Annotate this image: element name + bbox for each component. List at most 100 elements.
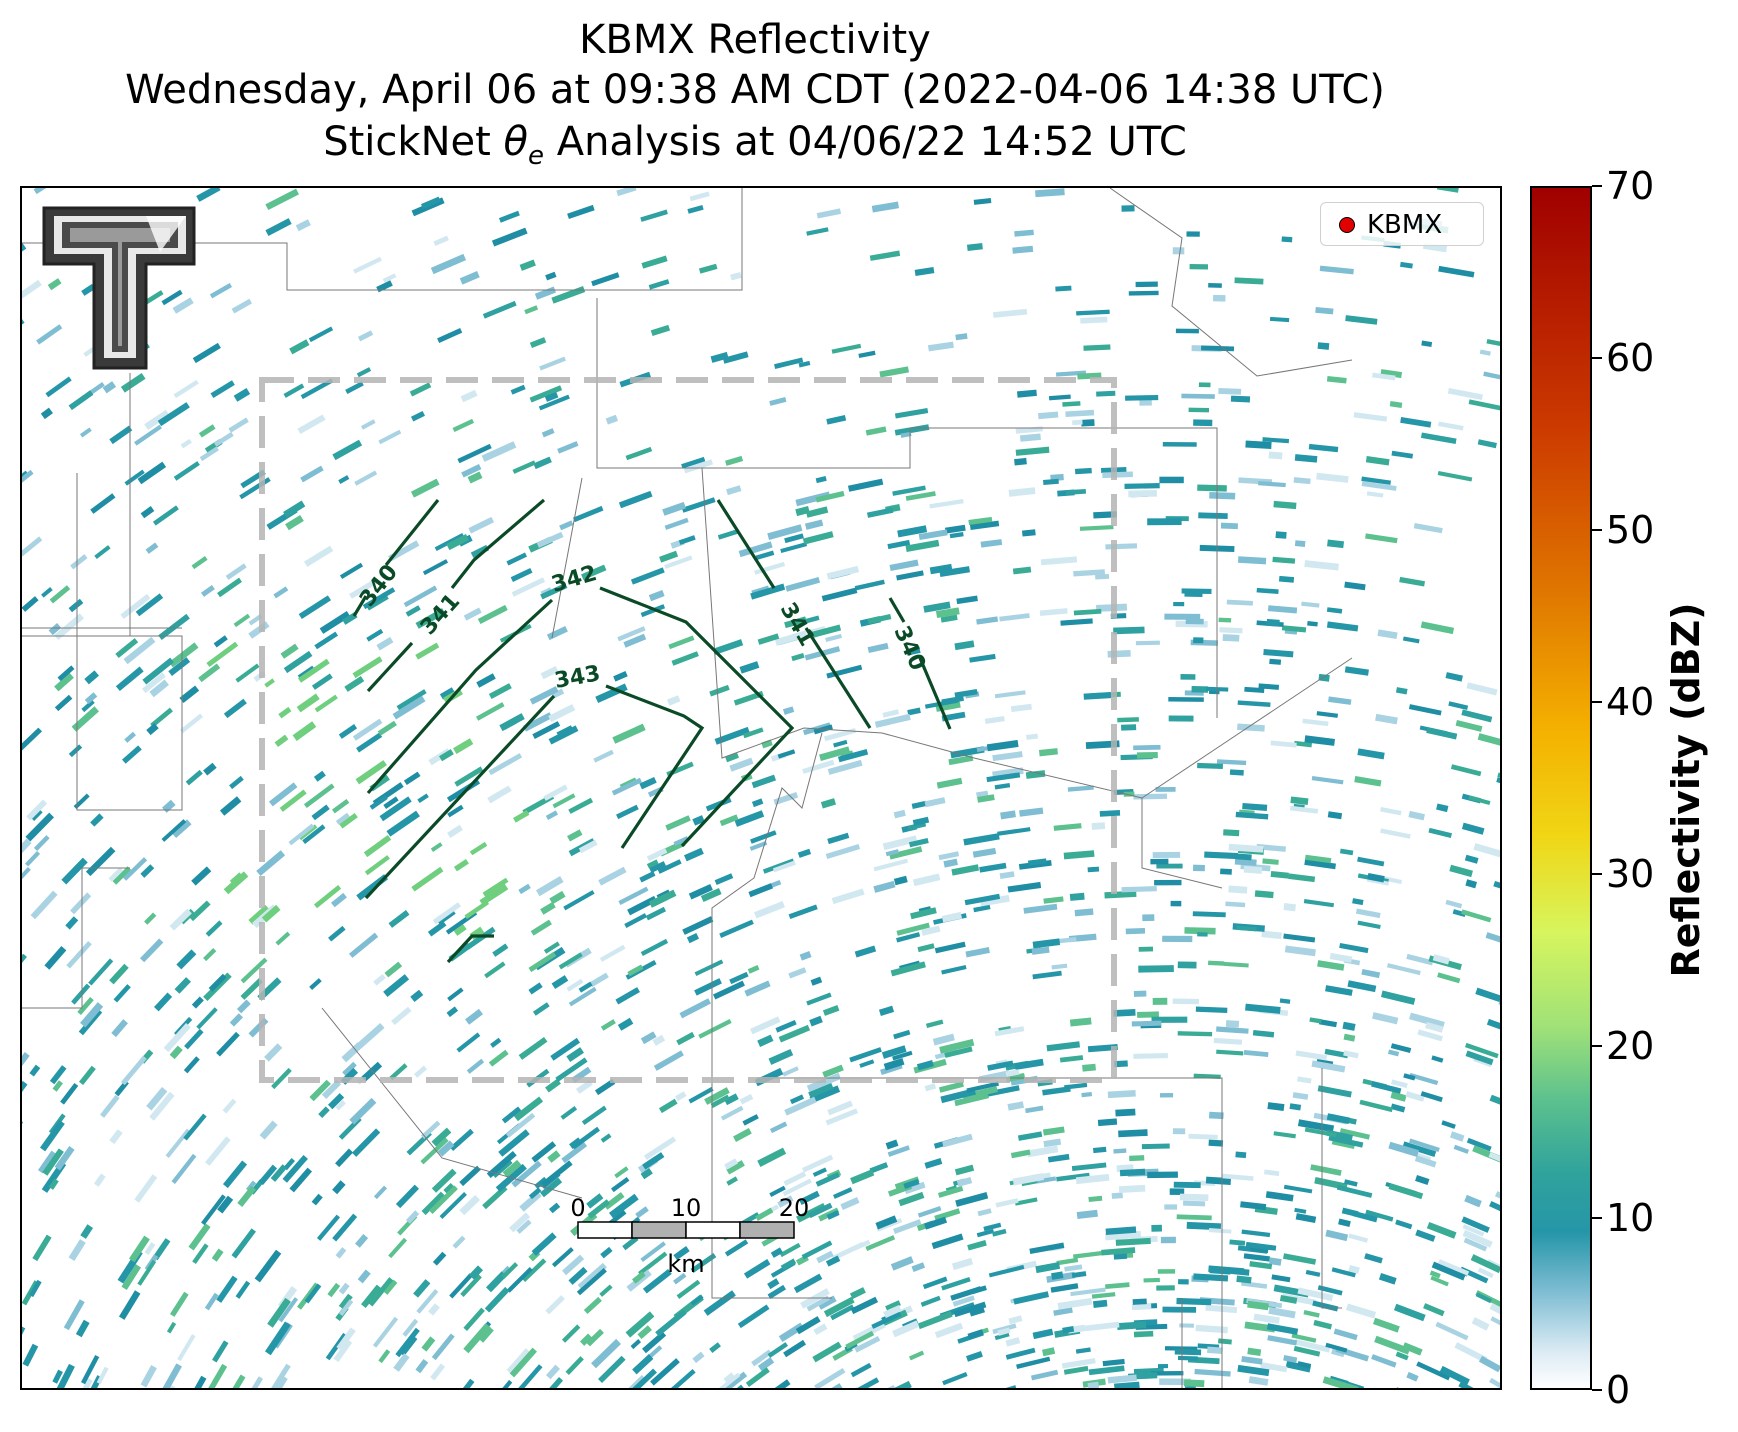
reflectivity-gate <box>849 1047 882 1063</box>
reflectivity-gate <box>1029 1242 1065 1255</box>
reflectivity-gate <box>192 1243 209 1264</box>
reflectivity-gate <box>1216 1026 1249 1034</box>
reflectivity-gate <box>1169 1188 1185 1195</box>
reflectivity-gate <box>1294 1339 1331 1353</box>
reflectivity-gate <box>859 1059 875 1068</box>
reflectivity-gate <box>608 1193 639 1219</box>
reflectivity-gate <box>420 1137 449 1165</box>
reflectivity-gate <box>1415 1229 1436 1242</box>
reflectivity-gate <box>1445 899 1463 909</box>
reflectivity-gate <box>511 577 546 597</box>
reflectivity-gate <box>292 721 317 741</box>
reflectivity-gate <box>1399 576 1426 587</box>
reflectivity-gate <box>1344 581 1366 591</box>
reflectivity-gate <box>1402 636 1420 644</box>
reflectivity-gate <box>1087 1043 1118 1053</box>
reflectivity-gate <box>536 531 564 548</box>
reflectivity-gate <box>145 542 159 554</box>
reflectivity-gate <box>349 578 379 599</box>
reflectivity-gate <box>1060 618 1093 626</box>
reflectivity-gate <box>820 798 837 809</box>
reflectivity-gate <box>443 1389 462 1390</box>
reflectivity-gate <box>1121 886 1157 893</box>
reflectivity-gate <box>332 1180 346 1195</box>
reflectivity-gate <box>1168 697 1204 702</box>
reflectivity-gate <box>1294 454 1318 463</box>
reflectivity-gate <box>1489 1094 1500 1109</box>
reflectivity-gate <box>694 978 722 996</box>
reflectivity-gate <box>1256 587 1279 594</box>
reflectivity-gate <box>1117 717 1139 723</box>
reflectivity-gate <box>882 835 918 851</box>
colorbar-tick <box>1592 357 1602 359</box>
reflectivity-gate <box>452 1235 466 1249</box>
reflectivity-gate <box>1198 382 1211 388</box>
reflectivity-gate <box>1291 1333 1317 1343</box>
reflectivity-gate <box>1317 1285 1343 1296</box>
radar-map[interactable]: 340 341 342 343 341 340 0 10 20 km <box>20 186 1502 1390</box>
reflectivity-gate <box>581 1105 607 1126</box>
reflectivity-gate <box>1313 1319 1333 1330</box>
reflectivity-gate <box>264 1043 283 1062</box>
reflectivity-gate <box>512 460 536 474</box>
reflectivity-gate <box>73 793 90 810</box>
reflectivity-gate <box>1157 1269 1176 1274</box>
reflectivity-gate <box>966 1350 983 1362</box>
reflectivity-gate <box>534 1176 548 1189</box>
reflectivity-gate <box>723 1372 735 1383</box>
reflectivity-gate <box>361 1061 383 1082</box>
reflectivity-gate <box>833 1187 853 1199</box>
reflectivity-gate <box>362 587 396 610</box>
reflectivity-gate <box>1007 1101 1025 1111</box>
reflectivity-gate <box>1273 1284 1310 1298</box>
reflectivity-gate <box>42 1148 64 1176</box>
reflectivity-gate <box>1269 316 1290 323</box>
reflectivity-gate <box>1091 1292 1116 1299</box>
reflectivity-gate <box>767 1278 780 1290</box>
reflectivity-gate <box>558 952 583 970</box>
reflectivity-gate <box>1092 1299 1108 1308</box>
reflectivity-gate <box>642 1331 667 1354</box>
reflectivity-gate <box>925 1019 944 1029</box>
reflectivity-gate <box>230 1374 246 1388</box>
reflectivity-gate <box>598 866 627 886</box>
reflectivity-gate <box>295 219 311 232</box>
reflectivity-gate <box>152 505 179 526</box>
reflectivity-gate <box>1380 990 1416 1005</box>
reflectivity-gate <box>453 738 474 754</box>
reflectivity-gate <box>655 1309 687 1337</box>
reflectivity-gate <box>1355 908 1381 919</box>
reflectivity-gate <box>48 1178 59 1190</box>
reflectivity-gate <box>1014 457 1027 466</box>
reflectivity-gate <box>71 706 99 732</box>
reflectivity-gate <box>1333 1328 1358 1341</box>
reflectivity-gate <box>1426 1221 1457 1239</box>
reflectivity-gate <box>169 1045 183 1060</box>
reflectivity-gate <box>180 438 192 449</box>
reflectivity-gate <box>788 967 807 979</box>
reflectivity-gate <box>952 1295 975 1307</box>
reflectivity-gate <box>410 478 440 498</box>
reflectivity-gate <box>1156 1285 1175 1291</box>
reflectivity-gate <box>271 1067 292 1090</box>
reflectivity-gate <box>1345 315 1378 325</box>
reflectivity-gate <box>1032 938 1061 949</box>
reflectivity-gate <box>235 1280 251 1299</box>
reflectivity-gate <box>565 1356 584 1376</box>
reflectivity-gate <box>240 978 263 1000</box>
reflectivity-gate <box>949 532 964 539</box>
reflectivity-gate <box>896 922 930 936</box>
reflectivity-gate <box>484 1286 510 1313</box>
reflectivity-gate <box>1489 1303 1500 1317</box>
reflectivity-gate <box>1065 409 1095 418</box>
reflectivity-gate <box>209 282 233 299</box>
reflectivity-gate <box>911 800 927 810</box>
reflectivity-gate <box>1435 1321 1469 1341</box>
reflectivity-gate <box>41 586 53 598</box>
reflectivity-gate <box>1116 1389 1132 1390</box>
reflectivity-gate <box>907 707 921 716</box>
reflectivity-gate <box>85 846 116 877</box>
reflectivity-gate <box>1208 1228 1232 1234</box>
reflectivity-gate <box>237 1185 257 1207</box>
reflectivity-gate <box>70 554 88 570</box>
